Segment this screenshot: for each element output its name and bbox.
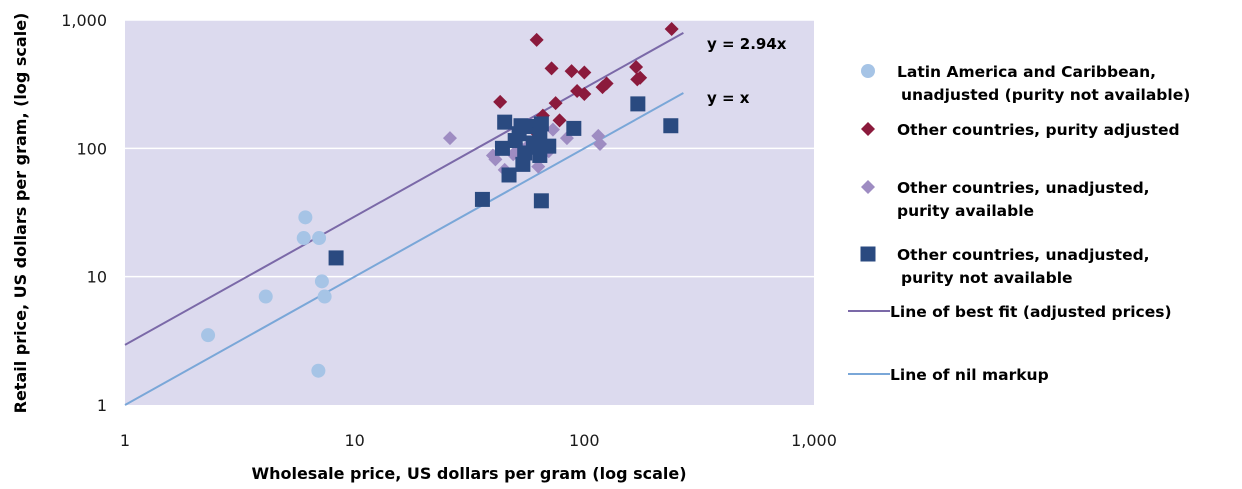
y-tick-label: 1,000 [61, 11, 107, 30]
legend-label: Line of nil markup [890, 366, 1049, 384]
trend-line-label: y = x [707, 89, 750, 107]
legend-marker [861, 64, 875, 78]
x-tick-label: 1,000 [791, 431, 837, 450]
x-axis-title: Wholesale price, US dollars per gram (lo… [251, 464, 686, 483]
trend-line [124, 92, 684, 406]
data-point [544, 61, 559, 76]
data-point [630, 96, 646, 112]
y-tick-label: 10 [87, 268, 107, 287]
x-tick-label: 10 [344, 431, 364, 450]
legend-marker [861, 180, 875, 194]
data-point [497, 114, 513, 130]
data-point [515, 156, 531, 172]
data-point [201, 328, 216, 343]
data-point [442, 131, 457, 146]
legend-label: Line of best fit (adjusted prices) [890, 303, 1172, 321]
data-point [317, 289, 332, 304]
data-point [520, 118, 536, 134]
legend-label: purity available [897, 202, 1034, 220]
data-point [501, 167, 517, 183]
legend-marker [860, 246, 876, 262]
data-point [493, 94, 508, 109]
legend-label: purity not available [901, 269, 1073, 287]
data-point [541, 138, 557, 154]
data-point [494, 140, 510, 156]
data-point [564, 64, 579, 79]
data-point [533, 193, 549, 209]
data-point [298, 210, 313, 225]
trend-line-label: y = 2.94x [707, 35, 787, 53]
data-point [633, 70, 648, 85]
y-tick-label: 1 [97, 396, 107, 415]
data-point [488, 152, 503, 167]
legend-label: Other countries, purity adjusted [897, 121, 1180, 139]
legend-marker [861, 122, 875, 136]
data-point [529, 32, 544, 47]
data-point [531, 159, 546, 174]
data-point [296, 231, 311, 246]
x-tick-label: 1 [120, 431, 130, 450]
data-point [548, 96, 563, 111]
data-point [577, 87, 592, 102]
legend-label: unadjusted (purity not available) [901, 86, 1190, 104]
data-point [552, 113, 567, 128]
data-point [328, 250, 344, 266]
data-point [664, 22, 679, 37]
data-point [629, 60, 644, 75]
trend-line [124, 31, 684, 346]
data-point [258, 289, 273, 304]
legend-label: Latin America and Caribbean, [897, 63, 1156, 81]
x-tick-label: 100 [569, 431, 600, 450]
y-tick-label: 100 [76, 139, 107, 158]
data-point [663, 118, 679, 134]
data-point [599, 76, 614, 91]
data-point [577, 65, 592, 80]
legend-label: Other countries, unadjusted, [897, 246, 1150, 264]
data-point [566, 120, 582, 136]
data-point [474, 191, 490, 207]
data-point [311, 363, 326, 378]
data-point [545, 122, 560, 137]
legend-label: Other countries, unadjusted, [897, 179, 1150, 197]
y-axis-title: Retail price, US dollars per gram, (log … [11, 13, 30, 414]
data-point [314, 274, 329, 289]
data-point [592, 137, 607, 152]
data-point [533, 116, 549, 132]
data-point [312, 231, 327, 246]
